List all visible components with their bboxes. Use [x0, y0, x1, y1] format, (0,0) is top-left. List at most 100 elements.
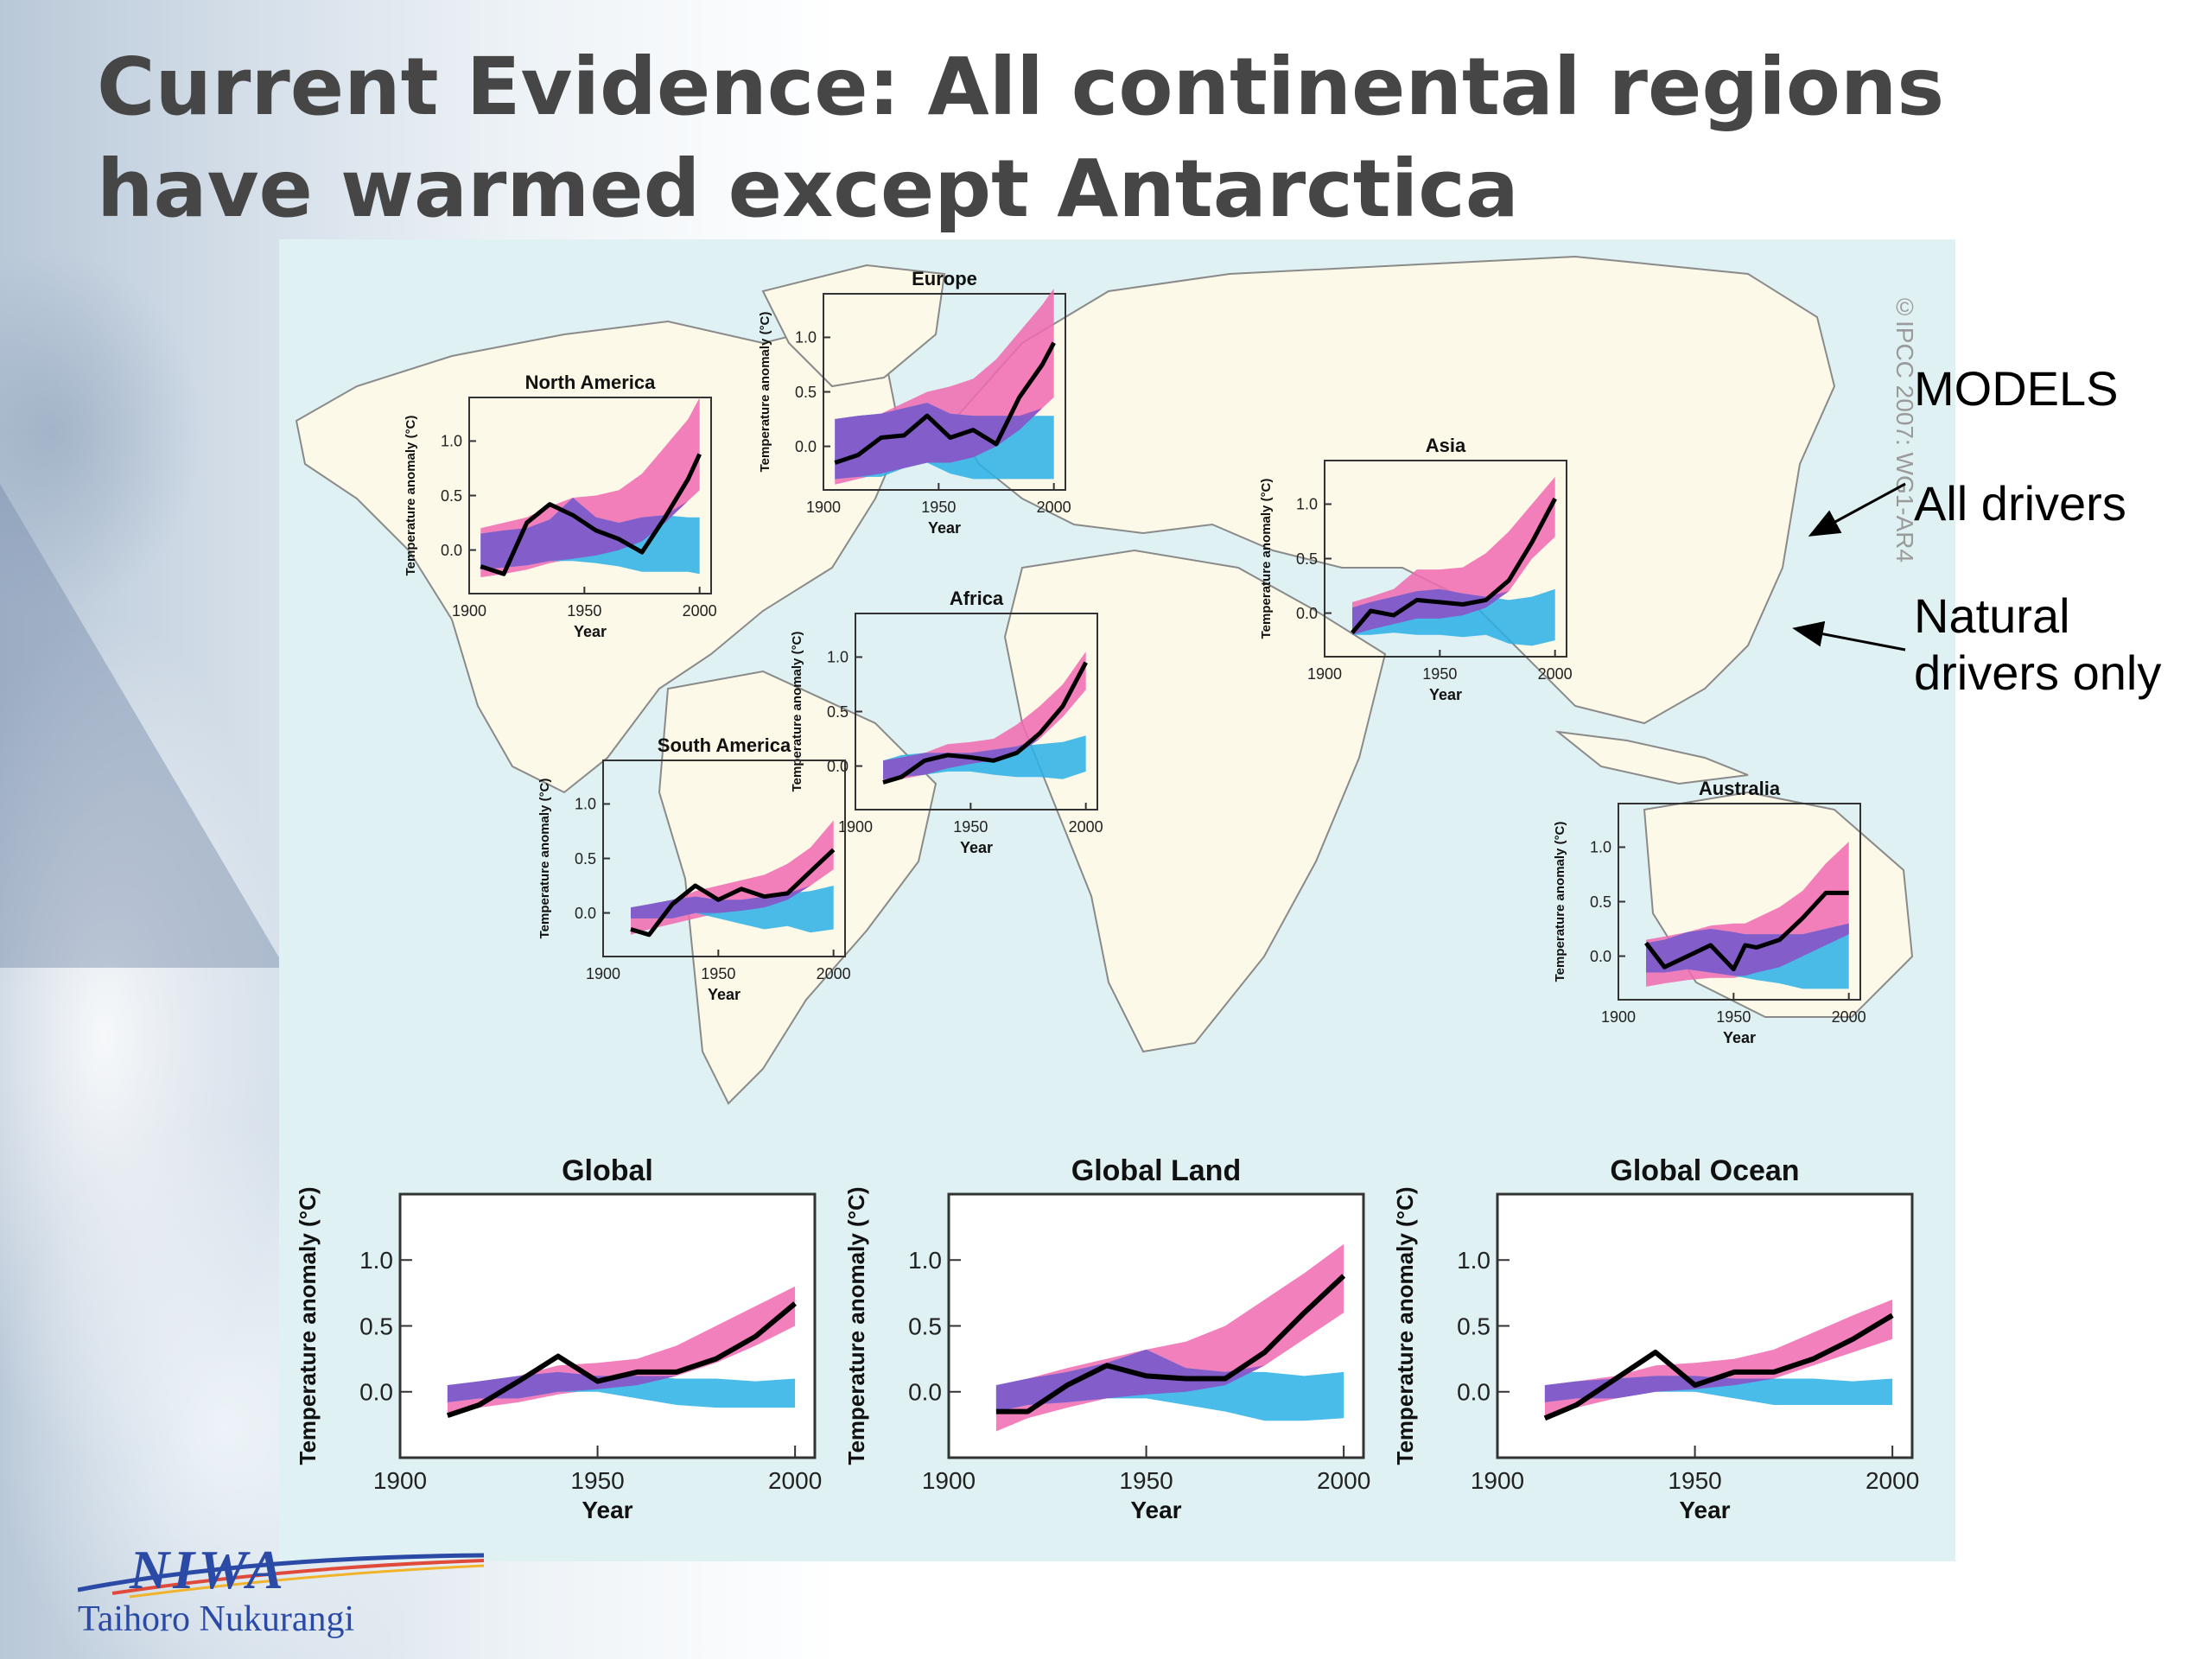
asia-ytick-label-0-5: 0.5: [1296, 550, 1318, 568]
ipcc-credit: ©IPCC 2007: WG1-AR4: [1891, 294, 1918, 563]
australia-xtick-label-2000: 2000: [1832, 1008, 1866, 1026]
south-america-xtick-label-2000: 2000: [817, 965, 851, 982]
panel-south-america: 0.0 0.5 1.0 1900 1950 2000 South America Year Te…: [537, 734, 851, 1003]
north-america-ylabel: Temperature anomaly (°C): [404, 416, 418, 576]
asia-observed-line: [1351, 497, 1557, 634]
slide-title: Current Evidence: All continental region…: [97, 36, 2084, 240]
panel-africa: 0.0 0.5 1.0 1900 1950 2000 Africa Year Temperatu…: [790, 588, 1103, 856]
australia-title: Australia: [1699, 778, 1781, 799]
australia-ytick-label-0-5: 0.5: [1590, 893, 1611, 911]
legend-natural-line-1: Natural: [1914, 588, 2070, 643]
asia-xtick-label-2000: 2000: [1538, 665, 1573, 683]
south-america-xlabel: Year: [708, 986, 741, 1003]
background-glacier: [0, 484, 285, 968]
panel-global: 0.0 0.5 1.0 1900 1950 2000 Global Year Temperatu…: [295, 1154, 822, 1523]
south-america-xtick-label-1950: 1950: [701, 965, 735, 982]
europe-ytick-label-1: 1.0: [795, 329, 817, 346]
land-eurasia: [951, 255, 1836, 725]
slide-title-line-2: have warmed except Antarctica: [97, 143, 1519, 235]
asia-xtick-label-1900: 1900: [1307, 665, 1342, 683]
north-america-title: North America: [525, 372, 657, 393]
europe-observed-line: [834, 341, 1056, 465]
global-ocean-observed-line: [1543, 1313, 1894, 1421]
europe-ylabel: Temperature anomaly (°C): [758, 312, 772, 473]
global-ocean-xtick-label-2000: 2000: [1866, 1467, 1919, 1494]
global-ocean-xlabel: Year: [1679, 1497, 1730, 1523]
australia-ytick-label-0: 0.0: [1590, 948, 1611, 965]
south-america-ytick-label-0: 0.0: [575, 905, 596, 922]
africa-ytick-label-0-5: 0.5: [827, 703, 849, 721]
panel-asia: 0.0 0.5 1.0 1900 1950 2000 Asia Year Temperature…: [1259, 435, 1573, 703]
europe-overlap-band: [835, 397, 1054, 480]
africa-title: Africa: [950, 588, 1004, 609]
australia-observed-line: [1644, 890, 1849, 972]
south-america-observed-line: [630, 848, 836, 938]
global-ocean-xtick-label-1900: 1900: [1471, 1467, 1524, 1494]
global-title: Global: [562, 1154, 653, 1187]
panel-australia: 0.0 0.5 1.0 1900 1950 2000 Australia Year Temper…: [1553, 778, 1866, 1046]
global-land-overlap-band: [995, 1313, 1344, 1412]
global-land-observed-line: [995, 1274, 1346, 1414]
north-america-ytick-label-0-5: 0.5: [441, 487, 462, 505]
north-america-ytick-label-1: 1.0: [441, 433, 462, 450]
global-land-ytick-label-1: 1.0: [908, 1247, 942, 1274]
global-land-xtick-label-1900: 1900: [922, 1467, 976, 1494]
logo-swoosh: [78, 1553, 485, 1599]
asia-xlabel: Year: [1429, 686, 1462, 703]
panel-europe: 0.0 0.5 1.0 1900 1950 2000 Europe Year Temperatu…: [758, 268, 1071, 537]
panel-global-ocean: 0.0 0.5 1.0 1900 1950 2000 Global Ocean Year Tem…: [1392, 1154, 1919, 1523]
europe-xtick-label-1950: 1950: [921, 499, 956, 516]
north-america-overlap-band: [480, 490, 700, 570]
africa-ytick-label-0: 0.0: [827, 758, 849, 775]
ipcc-figure: 0.0 0.5 1.0 1900 1950 2000 North America Year Te…: [279, 239, 1955, 1561]
south-america-overlap-band: [631, 869, 834, 918]
global-land-xtick-label-2000: 2000: [1317, 1467, 1370, 1494]
global-ytick-label-1: 1.0: [359, 1247, 393, 1274]
asia-ytick-label-0: 0.0: [1296, 605, 1318, 622]
north-america-xtick-label-1950: 1950: [567, 602, 601, 620]
asia-ylabel: Temperature anomaly (°C): [1259, 479, 1274, 639]
global-ocean-ylabel: Temperature anomaly (°C): [1392, 1187, 1418, 1465]
legend-models: MODELS: [1914, 361, 2119, 416]
africa-ylabel: Temperature anomaly (°C): [790, 632, 804, 792]
asia-ytick-label-1: 1.0: [1296, 496, 1318, 513]
africa-xlabel: Year: [960, 839, 993, 856]
europe-xlabel: Year: [928, 519, 961, 537]
south-america-xtick-label-1900: 1900: [586, 965, 620, 982]
logo-wordmark: NIWA: [130, 1539, 287, 1600]
africa-xtick-label-1950: 1950: [953, 818, 988, 836]
north-america-xtick-label-1900: 1900: [452, 602, 486, 620]
global-land-title: Global Land: [1071, 1154, 1241, 1187]
australia-xlabel: Year: [1723, 1029, 1756, 1046]
slide-title-line-1: Current Evidence: All continental region…: [97, 41, 1945, 133]
panel-north-america: 0.0 0.5 1.0 1900 1950 2000 North America Year Te…: [404, 372, 717, 640]
europe-ytick-label-0: 0.0: [795, 438, 817, 455]
land-greenland: [761, 264, 946, 388]
global-land-ytick-label-0-5: 0.5: [908, 1313, 942, 1339]
legend-all-drivers: All drivers: [1914, 476, 2126, 531]
africa-xtick-label-1900: 1900: [838, 818, 873, 836]
australia-xtick-label-1950: 1950: [1716, 1008, 1751, 1026]
global-observed-line: [446, 1301, 798, 1419]
north-america-xlabel: Year: [574, 623, 607, 640]
global-ocean-ytick-label-1: 1.0: [1457, 1247, 1491, 1274]
australia-ytick-label-1: 1.0: [1590, 839, 1611, 856]
global-land-xlabel: Year: [1130, 1497, 1181, 1523]
australia-overlap-band: [1646, 923, 1849, 976]
global-ocean-title: Global Ocean: [1610, 1154, 1799, 1187]
global-land-ylabel: Temperature anomaly (°C): [843, 1187, 869, 1465]
africa-xtick-label-2000: 2000: [1069, 818, 1103, 836]
global-land-ytick-label-0: 0.0: [908, 1379, 942, 1406]
europe-title: Europe: [912, 268, 977, 289]
south-america-ytick-label-0-5: 0.5: [575, 850, 596, 868]
europe-ytick-label-0-5: 0.5: [795, 384, 817, 401]
asia-xtick-label-1950: 1950: [1422, 665, 1457, 683]
global-xtick-label-2000: 2000: [768, 1467, 822, 1494]
australia-xtick-label-1900: 1900: [1601, 1008, 1636, 1026]
global-ytick-label-0: 0.0: [359, 1379, 393, 1406]
africa-ytick-label-1: 1.0: [827, 649, 849, 666]
australia-ylabel: Temperature anomaly (°C): [1553, 822, 1567, 982]
global-land-xtick-label-1950: 1950: [1119, 1467, 1173, 1494]
south-america-title: South America: [658, 734, 791, 756]
africa-all-drivers-band: [883, 652, 1086, 783]
